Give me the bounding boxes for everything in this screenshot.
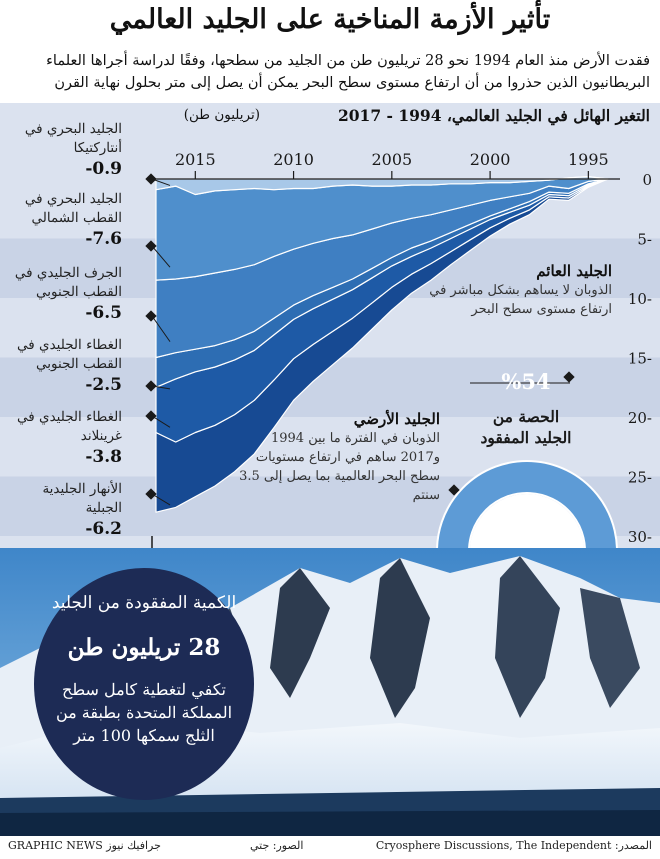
page-title: تأثير الأزمة المناخية على الجليد العالمي [109, 4, 551, 35]
footer-bar [0, 836, 660, 859]
callout-line1: الكمية المفقودة من الجليد [51, 593, 237, 613]
floating-ice-note: الجليد العائم الذوبان لا يساهم بشكل مباش… [420, 262, 612, 319]
label-marker [145, 173, 157, 185]
label-marker [145, 240, 157, 252]
side-label-arctic-sea-ice: الجليد البحري في القطب الشمالي 7.6- [4, 190, 122, 250]
footer-photo-credit: الصور: جتي [250, 839, 304, 852]
label-connector-line [151, 315, 171, 342]
chart-title: التغير الهائل في الجليد العالمي، 1994 - … [337, 106, 650, 125]
loss-callout: الكمية المفقودة من الجليد 28 تريليون طن … [34, 568, 254, 800]
side-label-name: الأنهار الجليدية الجبلية [42, 481, 122, 516]
floating-ice-title: الجليد العائم [536, 262, 612, 280]
label-marker [145, 310, 157, 322]
donut-slice-floating [436, 460, 618, 548]
label-connector-line [151, 415, 171, 428]
side-label-value: 7.6- [85, 229, 122, 249]
y-tick-label: 10- [628, 290, 652, 308]
label-connector-line [151, 245, 171, 268]
x-tick-label: 2010 [273, 150, 314, 169]
label-marker [145, 380, 157, 392]
floating-ice-text: الذوبان لا يساهم بشكل مباشر في ارتفاع مس… [429, 283, 612, 317]
donut-hole [470, 494, 584, 548]
donut-floating-percent: %54 [501, 369, 551, 394]
y-tick-label: 30- [628, 528, 652, 546]
ice-loss-chart: 1995 2000 2005 2010 2015 0 5- 10- 15- 20- 25- 30- [0, 150, 660, 548]
floating-pointer-marker [563, 371, 575, 383]
side-label-name: الغطاء الجليدي في القطب الجنوبي [17, 337, 122, 372]
land-pointer-marker [448, 484, 460, 496]
side-label-antarctic-ice-sheet: الغطاء الجليدي في القطب الجنوبي 2.5- [4, 336, 122, 396]
x-tick-label: 2005 [371, 150, 412, 169]
side-label-value: 3.8- [85, 447, 122, 467]
side-label-value: 6.5- [85, 303, 122, 323]
side-label-name: الجليد البحري في أنتاركتيكا [24, 121, 122, 156]
donut-center-label: الحصة من الجليد المفقود [480, 407, 572, 447]
land-ice-note: الجليد الأرضي الذوبان في الفترة ما بين 1… [228, 410, 440, 505]
land-ice-text: الذوبان في الفترة ما بين 1994 و2017 ساهم… [239, 431, 440, 503]
side-label-antarctic-sea-ice: الجليد البحري في أنتاركتيكا 0.9- [4, 120, 122, 180]
x-tick-label: 2000 [470, 150, 511, 169]
side-label-name: الغطاء الجليدي في غرينلاند [17, 409, 122, 444]
footer-source: المصدر: Cryosphere Discussions, The Inde… [375, 839, 652, 852]
label-connector-line [151, 493, 171, 506]
donut-land-percent: %46 [501, 500, 551, 525]
chart-unit-label: (تريليون طن) [183, 107, 260, 123]
side-label-name: الجليد البحري في القطب الشمالي [24, 191, 122, 226]
callout-amount: 28 تريليون طن [67, 634, 221, 661]
side-label-antarctic-ice-shelf: الجرف الجليدي في القطب الجنوبي 6.5- [4, 264, 122, 324]
y-tick-label: 5- [637, 231, 652, 249]
y-tick-label: 20- [628, 409, 652, 427]
side-label-value: 2.5- [85, 375, 122, 395]
y-tick-label: 0 [642, 171, 652, 189]
side-label-greenland-ice-sheet: الغطاء الجليدي في غرينلاند 3.8- [4, 408, 122, 468]
footer-publisher: GRAPHIC NEWS جرافيك نيوز [8, 839, 161, 852]
side-label-value: 6.2- [85, 519, 122, 539]
page-subtitle: فقدت الأرض منذ العام 1994 نحو 28 تريليون… [46, 53, 650, 91]
x-tick-label: 2015 [175, 150, 216, 169]
land-ice-title: الجليد الأرضي [353, 410, 440, 428]
label-marker [145, 410, 157, 422]
label-marker [145, 488, 157, 500]
side-label-mountain-glaciers: الأنهار الجليدية الجبلية 6.2- [4, 480, 122, 540]
side-label-value: 0.9- [85, 159, 122, 179]
callout-comparison: تكفي لتغطية كامل سطح المملكة المتحدة بطب… [55, 680, 233, 745]
y-tick-label: 25- [628, 469, 652, 487]
y-tick-label: 15- [628, 350, 652, 368]
side-label-name: الجرف الجليدي في القطب الجنوبي [14, 265, 122, 300]
x-tick-label: 1995 [568, 150, 609, 169]
